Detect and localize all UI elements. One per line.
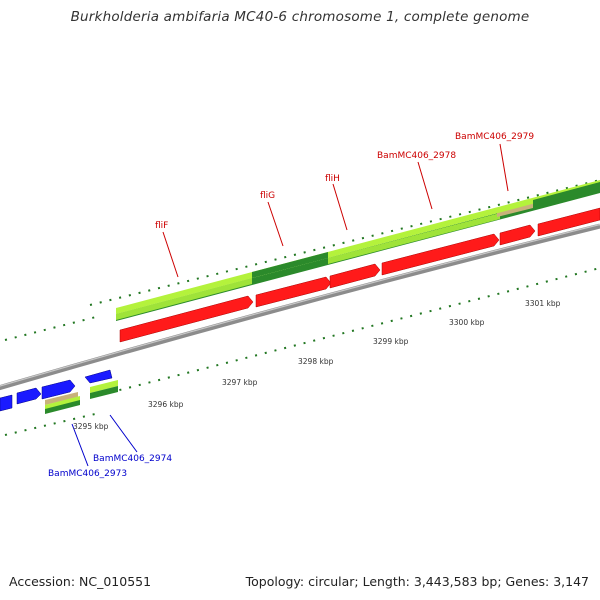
chromosome-backbone — [0, 223, 600, 391]
forward-cds-track — [0, 369, 113, 412]
feature-band-lower — [45, 380, 118, 414]
ruler-label-3297: 3297 kbp — [222, 378, 258, 387]
ruler-label-3295: 3295 kbp — [73, 422, 109, 431]
cds-fliF — [119, 295, 254, 343]
ruler-label-3300: 3300 kbp — [449, 318, 485, 327]
gene-label-flih[interactable]: fliH — [325, 174, 340, 184]
tick-track-inner — [4, 267, 600, 436]
cds-2979 — [499, 224, 536, 246]
gene-label-2973[interactable]: BamMC406_2973 — [48, 469, 127, 479]
gene-label-flif[interactable]: fliF — [155, 221, 168, 231]
cds-fliH — [329, 263, 381, 289]
gene-label-2974[interactable]: BamMC406_2974 — [93, 454, 172, 464]
accession-text: Accession: NC_010551 — [9, 574, 152, 589]
gene-label-2978[interactable]: BamMC406_2978 — [377, 151, 456, 161]
cds-2978 — [381, 233, 500, 276]
ruler-label-3299: 3299 kbp — [373, 337, 409, 346]
genome-stats-text: Topology: circular; Length: 3,443,583 bp… — [245, 574, 589, 589]
ruler-label-3301: 3301 kbp — [525, 299, 561, 308]
ruler-label-3298: 3298 kbp — [298, 357, 334, 366]
map-title: Burkholderia ambifaria MC40-6 chromosome… — [70, 9, 530, 25]
reverse-cds-track — [119, 207, 600, 343]
gene-label-flig[interactable]: fliG — [260, 191, 275, 201]
gene-label-2979[interactable]: BamMC406_2979 — [455, 132, 534, 142]
cds-fliG — [255, 276, 332, 308]
ruler-label-3296: 3296 kbp — [148, 400, 184, 409]
feature-band-upper — [116, 180, 600, 321]
cds-next — [537, 207, 600, 237]
label-pointers — [71, 143, 509, 467]
